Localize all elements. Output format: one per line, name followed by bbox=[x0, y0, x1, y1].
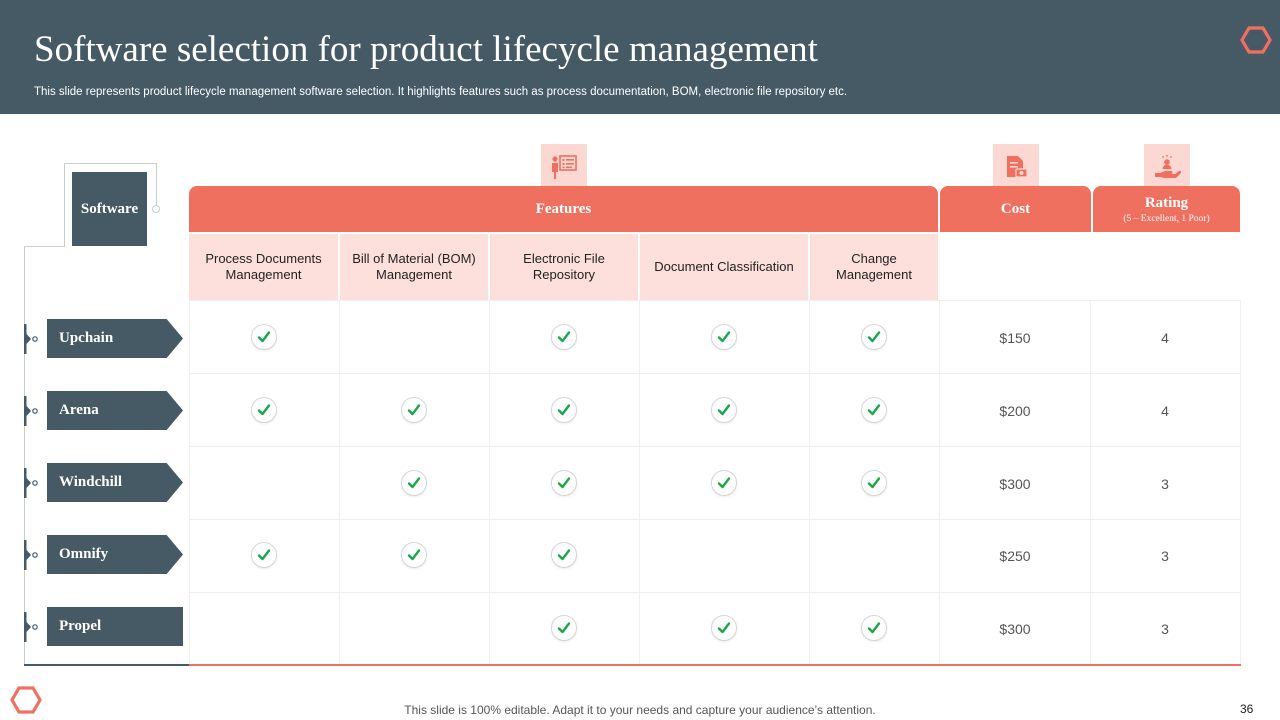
frame-line bbox=[156, 163, 157, 205]
row-marker-icon bbox=[24, 396, 38, 426]
row-marker-icon bbox=[24, 612, 38, 642]
grid-line bbox=[189, 300, 190, 665]
cost-cell: $200 bbox=[999, 403, 1031, 419]
grid-line bbox=[939, 300, 940, 665]
check-icon bbox=[401, 397, 427, 423]
frame-line bbox=[24, 246, 64, 247]
cost-header: Cost bbox=[940, 186, 1091, 232]
check-icon bbox=[551, 397, 577, 423]
rating-scale-note: (5 – Excellent, 1 Poor) bbox=[1123, 213, 1210, 224]
feature-column-header: Process Documents Management bbox=[189, 234, 338, 300]
hexagon-logo-icon bbox=[1240, 26, 1272, 54]
check-icon bbox=[861, 470, 887, 496]
grid-line bbox=[1090, 300, 1091, 665]
check-icon bbox=[861, 615, 887, 641]
check-icon bbox=[251, 397, 277, 423]
software-row-label: Omnify bbox=[47, 535, 183, 574]
cost-cell: $300 bbox=[999, 476, 1031, 492]
check-icon bbox=[401, 542, 427, 568]
grid-line bbox=[189, 300, 1240, 301]
page-number: 36 bbox=[1240, 702, 1254, 716]
feature-column-header: Electronic File Repository bbox=[490, 234, 638, 300]
feature-column-header: Bill of Material (BOM) Management bbox=[340, 234, 488, 300]
rating-cell: 4 bbox=[1161, 330, 1169, 346]
rating-cell: 3 bbox=[1161, 476, 1169, 492]
check-icon bbox=[711, 324, 737, 350]
grid-line bbox=[1240, 300, 1241, 665]
software-row-label: Windchill bbox=[47, 463, 183, 502]
rating-cell: 4 bbox=[1161, 403, 1169, 419]
cost-cell: $150 bbox=[999, 330, 1031, 346]
check-icon bbox=[861, 324, 887, 350]
software-header: Software bbox=[72, 172, 147, 246]
footer-note: This slide is 100% editable. Adapt it to… bbox=[404, 703, 876, 717]
check-icon bbox=[711, 615, 737, 641]
features-header-label: Features bbox=[535, 200, 592, 217]
frame-line bbox=[64, 163, 157, 164]
slide-title: Software selection for product lifecycle… bbox=[34, 29, 818, 70]
slide-subtitle: This slide represents product lifecycle … bbox=[34, 86, 848, 98]
document-money-icon bbox=[993, 144, 1039, 190]
hand-user-icon bbox=[1144, 144, 1190, 190]
grid-line bbox=[189, 519, 1240, 520]
features-header: Features bbox=[189, 186, 938, 232]
feature-column-header: Change Management bbox=[810, 234, 938, 300]
check-icon bbox=[711, 470, 737, 496]
frame-dot bbox=[152, 205, 160, 213]
frame-line bbox=[24, 246, 25, 666]
grid-line bbox=[189, 592, 1240, 593]
grid-line bbox=[189, 446, 1240, 447]
cost-header-label: Cost bbox=[1000, 200, 1031, 217]
frame-line bbox=[64, 163, 65, 247]
row-marker-icon bbox=[24, 468, 38, 498]
check-icon bbox=[861, 397, 887, 423]
rating-header: Rating (5 – Excellent, 1 Poor) bbox=[1093, 186, 1240, 232]
table-bottom-line bbox=[24, 664, 1241, 666]
cost-cell: $300 bbox=[999, 621, 1031, 637]
check-icon bbox=[251, 324, 277, 350]
check-icon bbox=[551, 470, 577, 496]
grid-line bbox=[489, 300, 490, 665]
grid-line bbox=[639, 300, 640, 665]
check-icon bbox=[551, 542, 577, 568]
header-bar: Software selection for product lifecycle… bbox=[0, 0, 1280, 114]
grid-line bbox=[809, 300, 810, 665]
software-row-label: Arena bbox=[47, 391, 183, 430]
check-icon bbox=[251, 542, 277, 568]
row-marker-icon bbox=[24, 324, 38, 354]
cost-cell: $250 bbox=[999, 548, 1031, 564]
grid-line bbox=[339, 300, 340, 665]
check-icon bbox=[711, 397, 737, 423]
hexagon-logo-icon bbox=[10, 686, 42, 714]
table-bottom-line bbox=[24, 664, 189, 666]
feature-column-header: Document Classification bbox=[640, 234, 808, 300]
check-icon bbox=[551, 324, 577, 350]
check-icon bbox=[401, 470, 427, 496]
presentation-board-icon bbox=[541, 144, 587, 190]
rating-header-label: Rating bbox=[1144, 194, 1189, 211]
grid-line bbox=[189, 373, 1240, 374]
software-row-label: Propel bbox=[47, 607, 183, 646]
rating-cell: 3 bbox=[1161, 621, 1169, 637]
rating-cell: 3 bbox=[1161, 548, 1169, 564]
check-icon bbox=[551, 615, 577, 641]
software-row-label: Upchain bbox=[47, 319, 183, 358]
row-marker-icon bbox=[24, 540, 38, 570]
